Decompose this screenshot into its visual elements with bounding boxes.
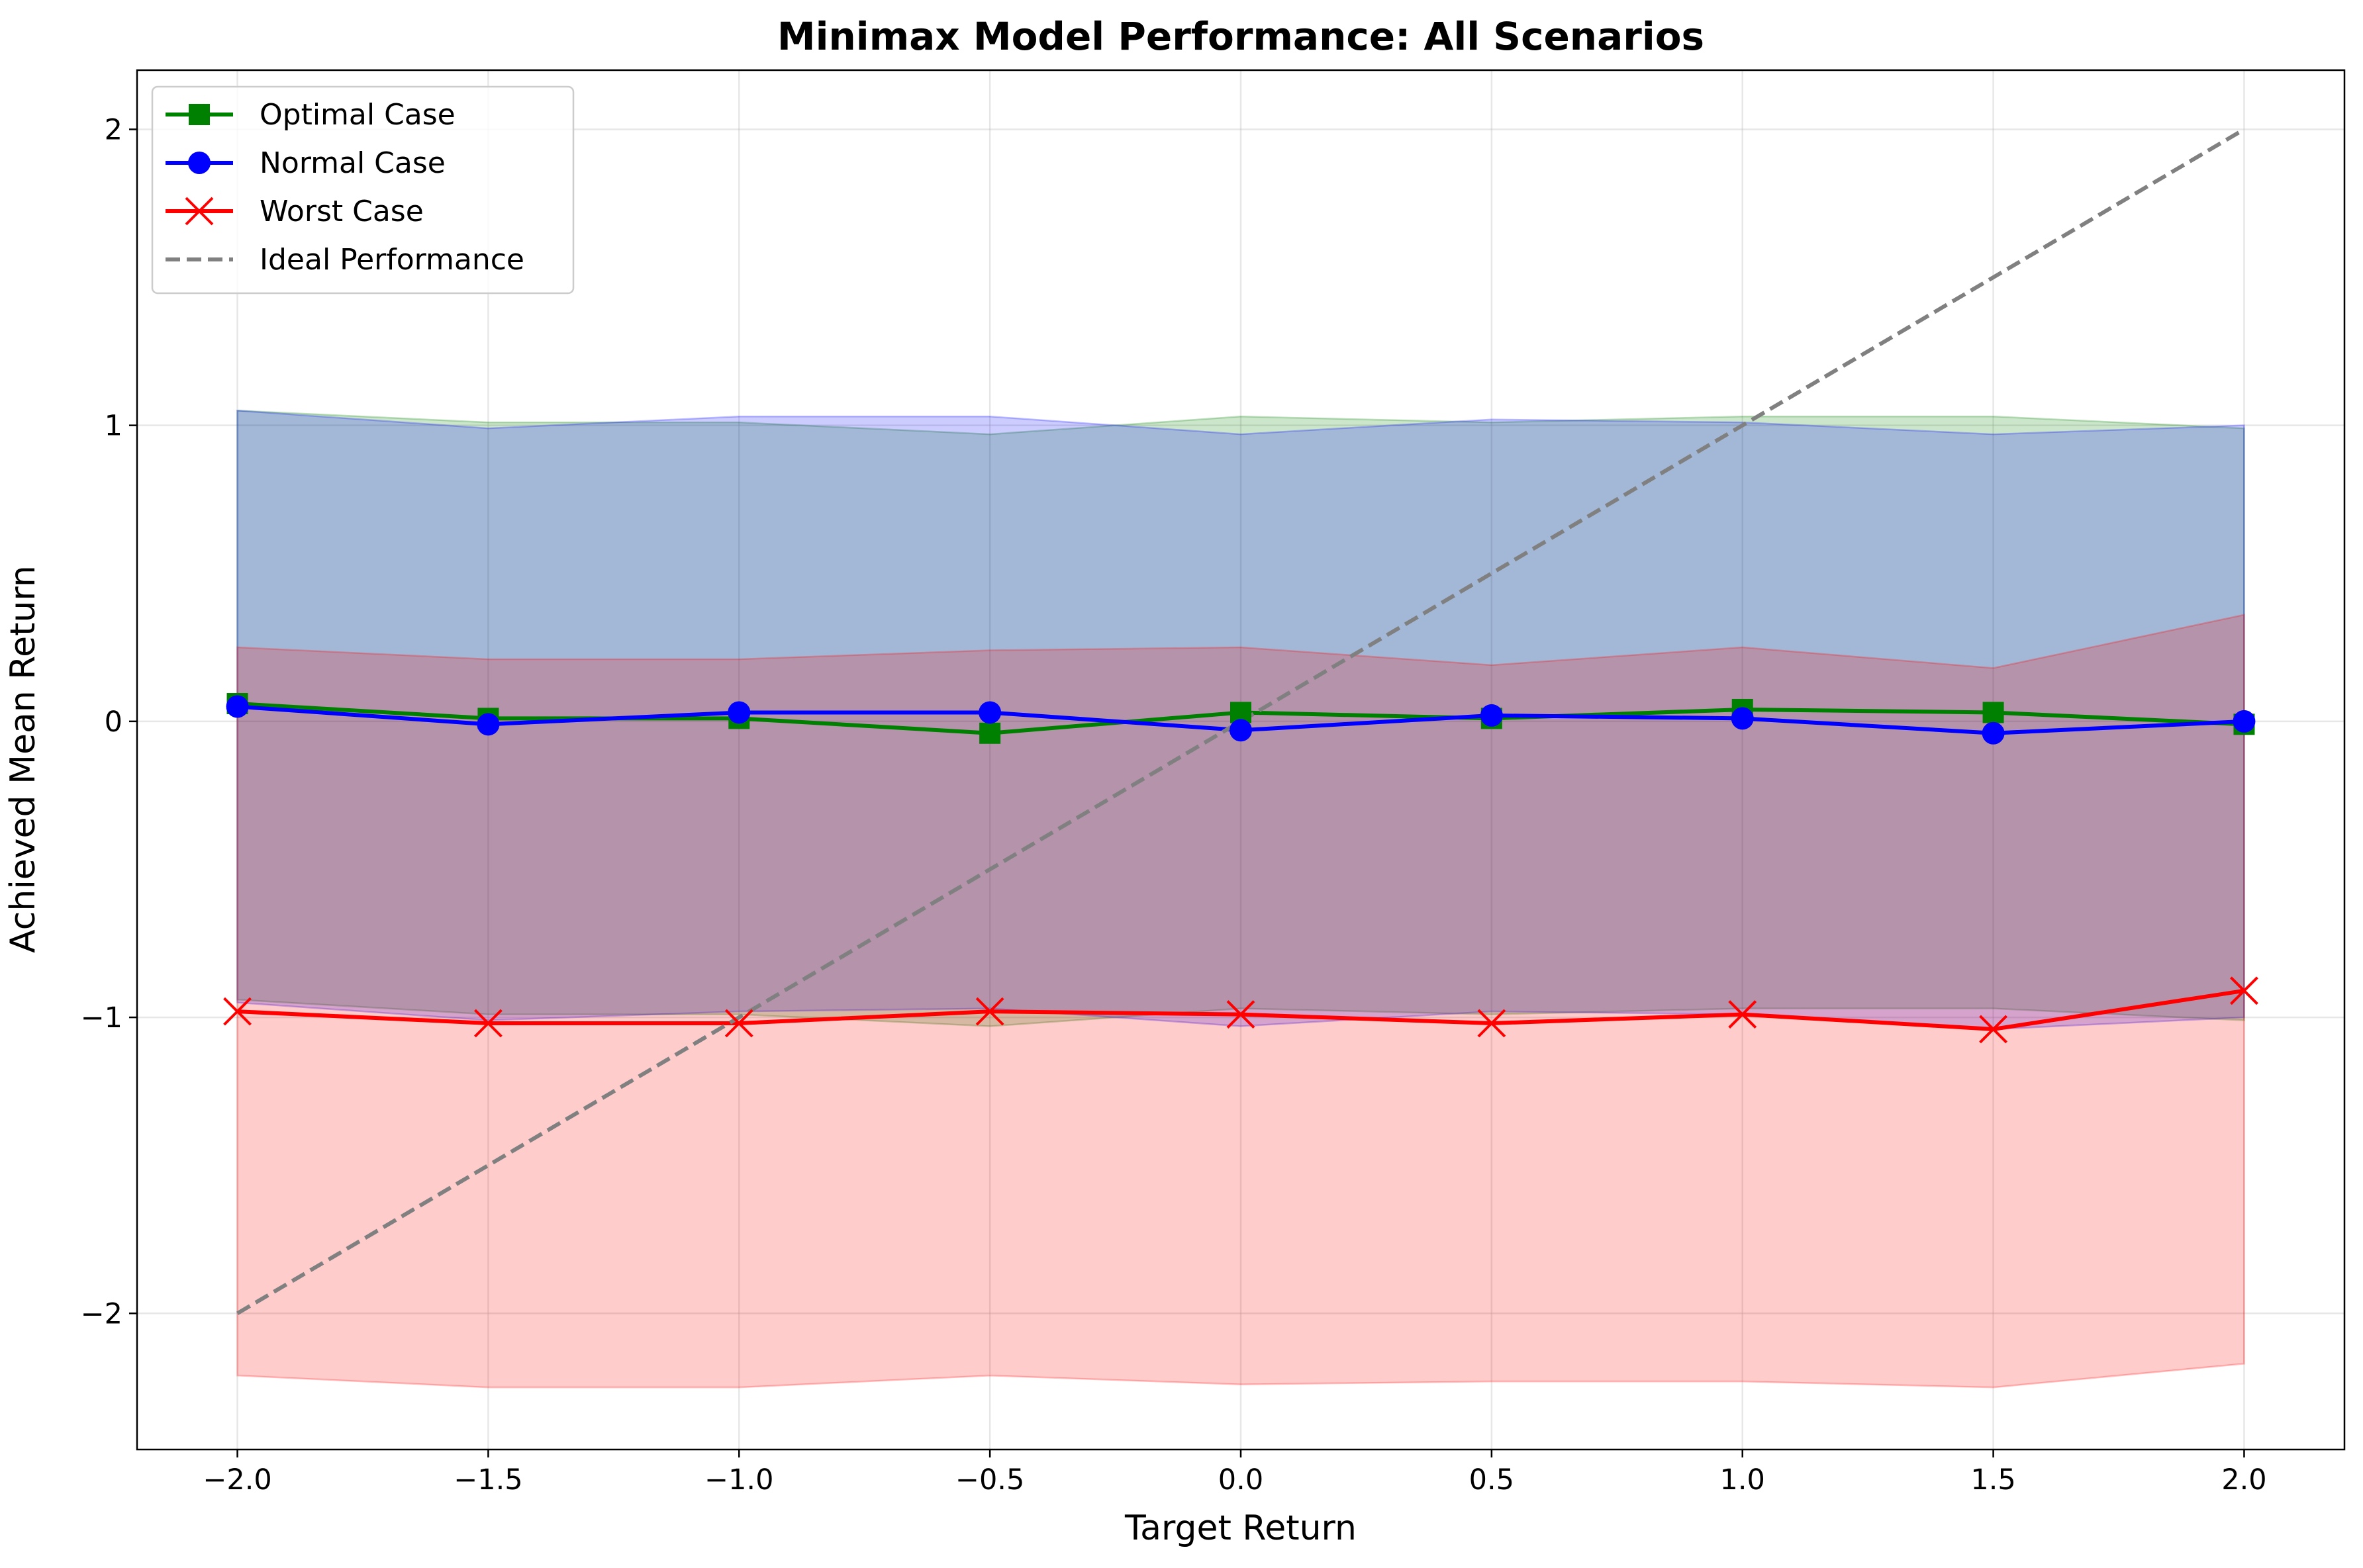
optimal-case-point (1982, 702, 2004, 723)
x-tick-label: 1.5 (1970, 1463, 2015, 1497)
x-tick-label: 0.5 (1469, 1463, 1514, 1497)
x-tick-label: −0.5 (955, 1463, 1024, 1497)
worst-case-point (1979, 1015, 2008, 1044)
legend-swatch-marker (189, 104, 210, 125)
normal-case-point (2233, 710, 2256, 733)
x-tick-label: −2.0 (203, 1463, 271, 1497)
x-marker-stroke (185, 197, 214, 226)
y-axis-label: Achieved Mean Return (3, 565, 43, 953)
x-marker-stroke (2230, 976, 2258, 1005)
grid (137, 70, 2344, 1450)
x-marker-stroke (975, 997, 1004, 1026)
normal-case-point (1480, 704, 1503, 727)
x-tick-label: 2.0 (2221, 1463, 2266, 1497)
x-tick-label: −1.0 (704, 1463, 773, 1497)
legend-box (151, 85, 575, 295)
optimal-case-point (979, 722, 1001, 744)
y-tick-label: 2 (105, 113, 122, 146)
legend-label: Normal Case (260, 146, 446, 180)
worst-case-point (1728, 1000, 1757, 1029)
normal-case-point (1982, 721, 2005, 745)
ideal-performance-line (236, 127, 2245, 1315)
axis-ticks: −2.0 −1.5 −1.0 −0.5 0.0 0.5 1.0 1.5 2.0 −2 −1 0 1 2 (81, 113, 2267, 1497)
worst-case-point (473, 1009, 503, 1038)
worst-case-point (1226, 1000, 1255, 1029)
legend-label: Worst Case (260, 195, 424, 228)
chart-title: Minimax Model Performance: All Scenarios (777, 14, 1704, 59)
worst-case-point (1477, 1009, 1506, 1038)
x-marker-stroke (223, 997, 252, 1026)
y-tick-label: −2 (81, 1297, 122, 1330)
legend-label: Ideal Performance (260, 243, 524, 277)
normal-case-point (979, 701, 1002, 724)
x-axis-label: Target Return (1124, 1508, 1357, 1548)
legend-entry-optimal-case: Optimal Case (166, 98, 456, 132)
y-tick-label: −1 (81, 1001, 122, 1035)
x-marker-stroke (724, 1009, 753, 1038)
legend: Optimal Case Normal Case Worst Case Ideal P… (151, 85, 575, 295)
normal-case-point (728, 701, 751, 724)
legend-swatch-marker (185, 197, 214, 226)
x-tick-label: 1.0 (1720, 1463, 1765, 1497)
x-tick-label: 0.0 (1218, 1463, 1263, 1497)
legend-entry-ideal-performance: Ideal Performance (166, 243, 524, 277)
legend-entry-normal-case: Normal Case (166, 146, 446, 180)
x-marker-stroke (1226, 1000, 1255, 1029)
x-marker-stroke (1477, 1009, 1506, 1038)
worst-case-point (223, 997, 252, 1026)
x-tick-label: −1.5 (454, 1463, 522, 1497)
normal-case-point (226, 695, 249, 718)
legend-swatch-marker (188, 152, 211, 174)
y-tick-label: 0 (105, 706, 122, 739)
normal-case-point (1731, 707, 1754, 730)
normal-case-point (1230, 719, 1252, 742)
normal-case-point (477, 713, 500, 736)
x-marker-stroke (1728, 1000, 1757, 1029)
worst-case-point (975, 997, 1004, 1026)
series-markers (223, 693, 2258, 1044)
x-marker-stroke (1979, 1015, 2008, 1044)
worst-case-band (236, 614, 2245, 1389)
legend-label: Optimal Case (260, 98, 456, 132)
x-marker-stroke (473, 1009, 503, 1038)
confidence-bands (236, 409, 2245, 1389)
worst-case-point (724, 1009, 753, 1038)
y-tick-label: 1 (105, 410, 122, 443)
legend-entry-worst-case: Worst Case (166, 195, 424, 228)
worst-case-point (2230, 976, 2258, 1005)
